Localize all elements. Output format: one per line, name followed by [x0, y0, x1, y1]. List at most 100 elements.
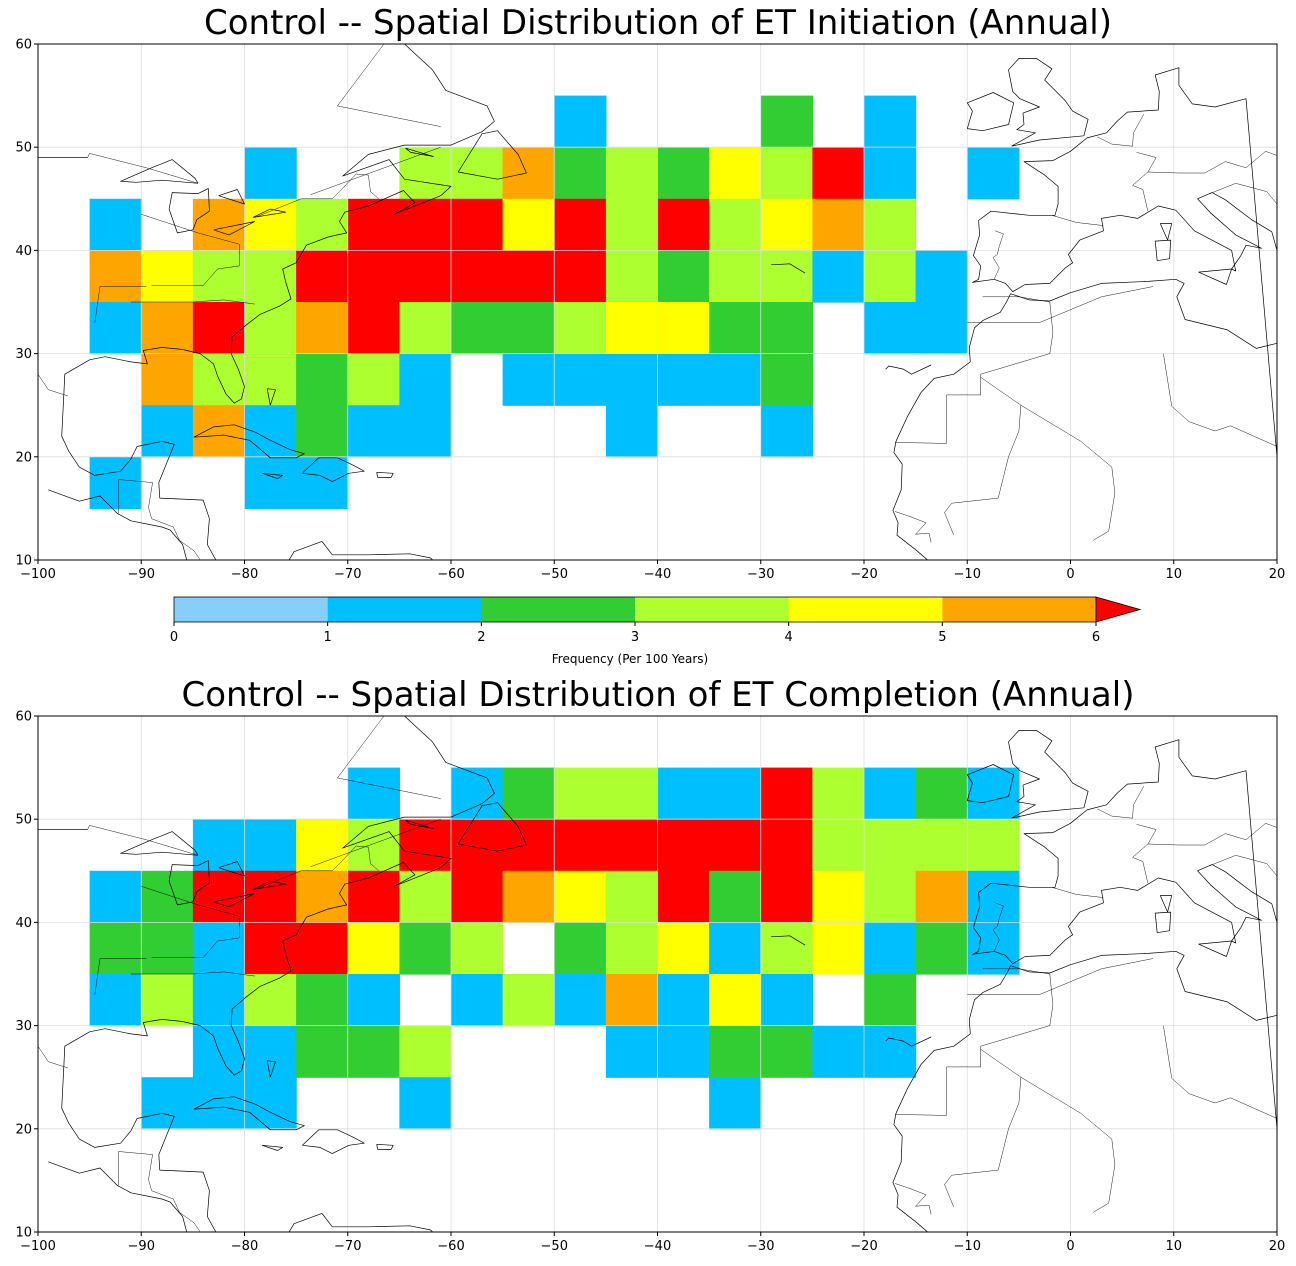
- gridlines: [38, 716, 1277, 1232]
- y-tick-label: 60: [15, 38, 32, 53]
- coastline: [376, 471, 394, 478]
- heatmap-cell: [296, 870, 349, 923]
- heatmap-cell: [89, 302, 142, 355]
- heatmap-cell: [812, 870, 865, 923]
- heatmap-cell: [657, 147, 710, 200]
- x-tick-label: −60: [437, 567, 464, 582]
- heatmap-cell: [554, 922, 607, 975]
- coastline: [1010, 950, 1277, 1021]
- heatmap-cell: [399, 870, 452, 923]
- heatmap-cell: [864, 198, 917, 251]
- coastline: [1159, 895, 1173, 913]
- heatmap-cell: [502, 870, 555, 923]
- borders: [38, 716, 1277, 1232]
- heatmap-cell: [192, 250, 246, 303]
- coastline: [885, 364, 932, 375]
- x-tick-label: −100: [20, 567, 56, 582]
- y-tick-label: 30: [15, 1019, 32, 1034]
- colorbar-segment: [174, 597, 329, 622]
- heatmap-cell: [244, 456, 297, 509]
- border-line: [310, 818, 441, 867]
- heatmap-cell: [89, 456, 142, 509]
- x-tick-label: −50: [541, 1239, 568, 1254]
- heatmap-cell: [760, 147, 813, 200]
- y-tick-label: 40: [15, 916, 32, 931]
- colorbar-tick-label: 2: [477, 630, 485, 645]
- heatmap-cell: [451, 922, 504, 975]
- heatmap-cell: [347, 302, 400, 355]
- heatmap-cell: [141, 405, 194, 458]
- heatmap-cell: [296, 974, 349, 1027]
- coastline: [61, 1066, 434, 1232]
- heatmap-cell: [296, 405, 349, 458]
- heatmap-cell: [760, 405, 813, 458]
- heatmap-cell: [244, 198, 297, 251]
- heatmap-cell: [192, 922, 246, 975]
- heatmap-cell: [89, 250, 142, 303]
- heatmap-cell: [760, 95, 813, 148]
- heatmap-cell: [192, 1077, 246, 1130]
- heatmap-cell: [296, 456, 349, 509]
- border-line: [1209, 855, 1277, 877]
- heatmap-cell: [967, 870, 1020, 923]
- colorbar-segment: [327, 597, 482, 622]
- heatmap-cell: [347, 819, 400, 872]
- x-tick-label: −50: [541, 567, 568, 582]
- heatmap-cell: [605, 767, 659, 820]
- border-line: [944, 1049, 1022, 1208]
- border-line: [894, 968, 1054, 1116]
- border-line: [38, 825, 199, 856]
- heatmap-cell: [502, 198, 555, 251]
- colorbar-tick-label: 5: [938, 630, 946, 645]
- coastline: [168, 188, 210, 234]
- heatmap-cell: [554, 147, 607, 200]
- x-tick-label: 20: [1269, 1239, 1286, 1254]
- map-title-completion: Control -- Spatial Distribution of ET Co…: [181, 675, 1135, 715]
- heatmap-cell: [605, 353, 659, 406]
- heatmap-cell: [605, 198, 659, 251]
- heatmap-cell: [709, 870, 762, 923]
- border-line: [1051, 887, 1104, 898]
- heatmap-cell: [915, 767, 968, 820]
- heatmap-cell: [760, 767, 813, 820]
- border-line: [894, 296, 1054, 444]
- heatmap-cell: [451, 198, 504, 251]
- border-line: [1147, 823, 1277, 846]
- heatmap-cell: [605, 819, 659, 872]
- border-line: [1209, 183, 1277, 205]
- coastline: [1008, 58, 1089, 147]
- coastlines: [48, 44, 1277, 560]
- heatmap-cell: [347, 767, 400, 820]
- border-line: [118, 479, 201, 560]
- coastline: [193, 424, 305, 459]
- heatmap-cell: [864, 870, 917, 923]
- border-line: [130, 971, 255, 977]
- coastline: [266, 388, 276, 406]
- coastline: [972, 192, 1277, 293]
- y-tick-label: 40: [15, 244, 32, 259]
- heatmap-cell: [451, 147, 504, 200]
- border-line: [894, 511, 932, 543]
- coastline: [261, 1144, 284, 1151]
- heatmap-cell: [864, 302, 917, 355]
- coastline: [1154, 911, 1172, 934]
- coastline: [302, 1129, 365, 1154]
- heatmap-cell: [399, 353, 452, 406]
- heatmap-cell: [915, 302, 968, 355]
- heatmap-cell: [657, 922, 710, 975]
- x-tick-label: −10: [954, 1239, 981, 1254]
- coastline: [1154, 239, 1172, 262]
- colorbar-segment: [788, 597, 943, 622]
- heatmap-cell: [244, 250, 297, 303]
- coastline: [213, 221, 256, 236]
- x-tick-label: 20: [1269, 567, 1286, 582]
- heatmap-cell: [347, 974, 400, 1027]
- heatmap-cell: [347, 250, 400, 303]
- colorbar-segment: [635, 597, 790, 622]
- heatmap-cell: [554, 974, 607, 1027]
- x-tick-label: −20: [850, 567, 877, 582]
- heatmap-cell: [709, 1077, 762, 1130]
- heatmap-cell: [89, 974, 142, 1027]
- heatmap-cell: [451, 767, 504, 820]
- x-tick-label: −30: [747, 1239, 774, 1254]
